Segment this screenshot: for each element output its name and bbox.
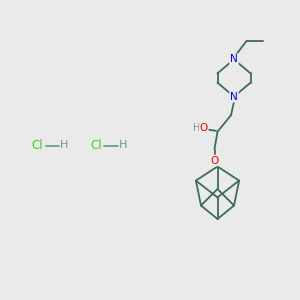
- Text: H: H: [60, 140, 69, 151]
- Text: Cl: Cl: [90, 139, 102, 152]
- Text: N: N: [230, 54, 238, 64]
- Text: O: O: [210, 155, 219, 166]
- Text: N: N: [230, 92, 238, 102]
- Text: O: O: [200, 123, 208, 133]
- Text: H: H: [193, 123, 200, 133]
- Text: H: H: [119, 140, 127, 151]
- Text: Cl: Cl: [32, 139, 43, 152]
